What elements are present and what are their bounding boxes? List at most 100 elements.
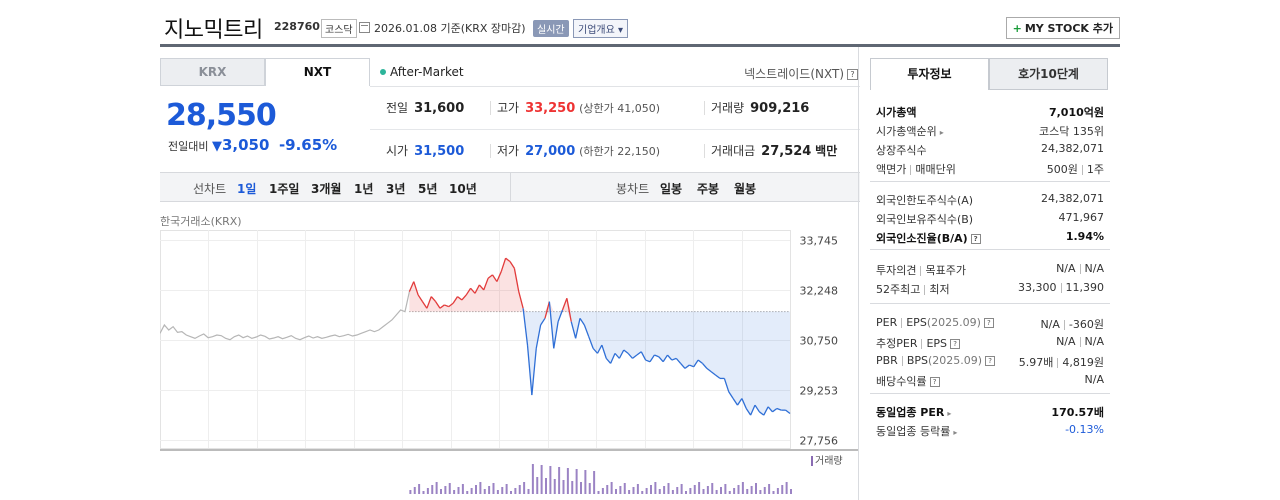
market-cap-rank-row[interactable]: 시가총액순위 ▸ 코스닥 135위 [876, 125, 1104, 138]
volume-bar [566, 468, 569, 494]
tab-orderbook-10[interactable]: 호가10단계 [989, 58, 1108, 90]
volume-bar [763, 487, 766, 494]
corp-overview-dropdown[interactable]: 기업개요 ▾ [573, 19, 629, 38]
status-dot-icon [380, 68, 386, 75]
volume-bar [685, 491, 687, 494]
price-line-segment [750, 404, 756, 416]
price-line-segment [736, 398, 743, 406]
volume-bar [440, 489, 442, 494]
volume-bar [750, 486, 753, 494]
calendar-icon [359, 22, 370, 33]
price-line-segment [430, 296, 437, 303]
tab-investment-info[interactable]: 투자정보 [870, 58, 989, 90]
price-chart[interactable]: 33,745 32,248 30,750 29,253 27,756 거래량 [160, 230, 858, 500]
price-line-segment [505, 257, 511, 263]
est-per-eps-row: 추정PER EPS? N/A N/A [876, 335, 1104, 350]
y-tick-label: 29,253 [800, 385, 839, 398]
period-3m[interactable]: 3개월 [311, 182, 342, 196]
price-line-segment [785, 409, 791, 415]
tab-krx[interactable]: KRX [160, 58, 265, 86]
nxt-info[interactable]: 넥스트레이드(NXT)? [744, 65, 858, 82]
help-icon[interactable]: ? [983, 318, 994, 328]
volume: 거래량 909,216 [711, 101, 810, 116]
price-line-segment [601, 344, 607, 359]
quote-date: 2026.01.08 기준(KRX 장마감) [374, 22, 526, 35]
help-icon[interactable]: ? [970, 234, 981, 244]
period-3y[interactable]: 3년 [386, 182, 406, 196]
volume-bar [531, 464, 534, 494]
plus-icon: + [1012, 22, 1022, 35]
help-icon[interactable]: ? [929, 377, 940, 387]
price-line-segment [526, 344, 533, 396]
price-line-segment [662, 354, 669, 363]
price-line-segment [417, 294, 424, 302]
price-line-segment [557, 309, 564, 322]
period-5y[interactable]: 5년 [418, 182, 438, 196]
help-icon[interactable]: ? [847, 69, 858, 80]
tab-nxt[interactable]: NXT [265, 58, 370, 86]
after-market-status: After-Market [380, 65, 464, 79]
volume-bar [470, 488, 473, 494]
price-line-segment [408, 281, 415, 292]
price-line-segment [548, 301, 555, 349]
chevron-right-icon: ▸ [939, 128, 944, 137]
realtime-badge[interactable]: 실시간 [533, 20, 569, 37]
price-line-segment [702, 362, 708, 369]
price-line-segment [478, 284, 485, 291]
price-line-segment [715, 374, 721, 379]
volume-bar [733, 488, 736, 494]
candle-weekly[interactable]: 주봉 [697, 182, 720, 196]
price-line-segment [509, 261, 515, 269]
volume-bar [426, 488, 429, 494]
price-line-segment [772, 407, 778, 413]
volume-bar [409, 490, 412, 494]
price-line-segment [763, 406, 769, 416]
price-line-segment [710, 371, 717, 376]
price-line-segment [491, 274, 498, 282]
volume-bar [658, 489, 661, 494]
help-icon[interactable]: ? [950, 339, 961, 349]
volume-bar [501, 487, 504, 494]
market-cap-row: 시가총액 7,010억원 [876, 106, 1104, 119]
help-icon[interactable]: ? [985, 356, 996, 366]
down-triangle-icon: ▼ [211, 139, 222, 154]
candle-monthly[interactable]: 월봉 [734, 182, 757, 196]
company-name: 지노믹트리 [164, 18, 263, 43]
chevron-right-icon: ▸ [953, 428, 958, 437]
foreign-ratio-row: 외국인소진율(B/A)? 1.94% [876, 230, 1104, 245]
chart-source: 한국거래소(KRX) [160, 215, 242, 228]
volume-bar [781, 485, 784, 494]
add-my-stock-button[interactable]: + MY STOCK 추가 [1005, 17, 1120, 39]
sector-change-row[interactable]: 동일업종 등락률 ▸ -0.13% [876, 423, 1104, 438]
volume-bar [549, 466, 552, 494]
volume-bar [654, 482, 657, 494]
plot-frame [160, 230, 791, 449]
panel-divider [858, 47, 859, 500]
current-price: 28,550 [166, 98, 277, 133]
volume-bar [728, 491, 731, 494]
volume-bar [768, 484, 771, 494]
price-line-segment [627, 352, 633, 359]
volume-bar [785, 482, 788, 494]
period-1y[interactable]: 1년 [354, 182, 374, 196]
price-line-segment [574, 318, 581, 339]
price-line-segment [513, 268, 520, 292]
price-line-segment [754, 404, 760, 413]
market-badge: 코스닥 [321, 19, 357, 38]
volume-bar [702, 489, 705, 494]
candle-daily[interactable]: 일봉 [660, 182, 683, 196]
period-1d[interactable]: 1일 [237, 182, 257, 196]
volume-bar [610, 482, 613, 494]
period-10y[interactable]: 10년 [449, 182, 477, 196]
volume-bar [615, 489, 617, 494]
area-below-prev-close [409, 311, 790, 416]
price-line-segment [588, 336, 594, 349]
volume-bar [514, 488, 517, 494]
foreign-limit-row: 외국인한도주식수(A) 24,382,071 [876, 192, 1104, 207]
price-line-segment [522, 308, 529, 346]
volume-bar [671, 490, 674, 494]
price-line-segment [596, 344, 603, 354]
sector-per-row[interactable]: 동일업종 PER ▸ 170.57배 [876, 406, 1104, 419]
price-line-segment [697, 359, 703, 364]
period-1w[interactable]: 1주일 [269, 182, 300, 196]
